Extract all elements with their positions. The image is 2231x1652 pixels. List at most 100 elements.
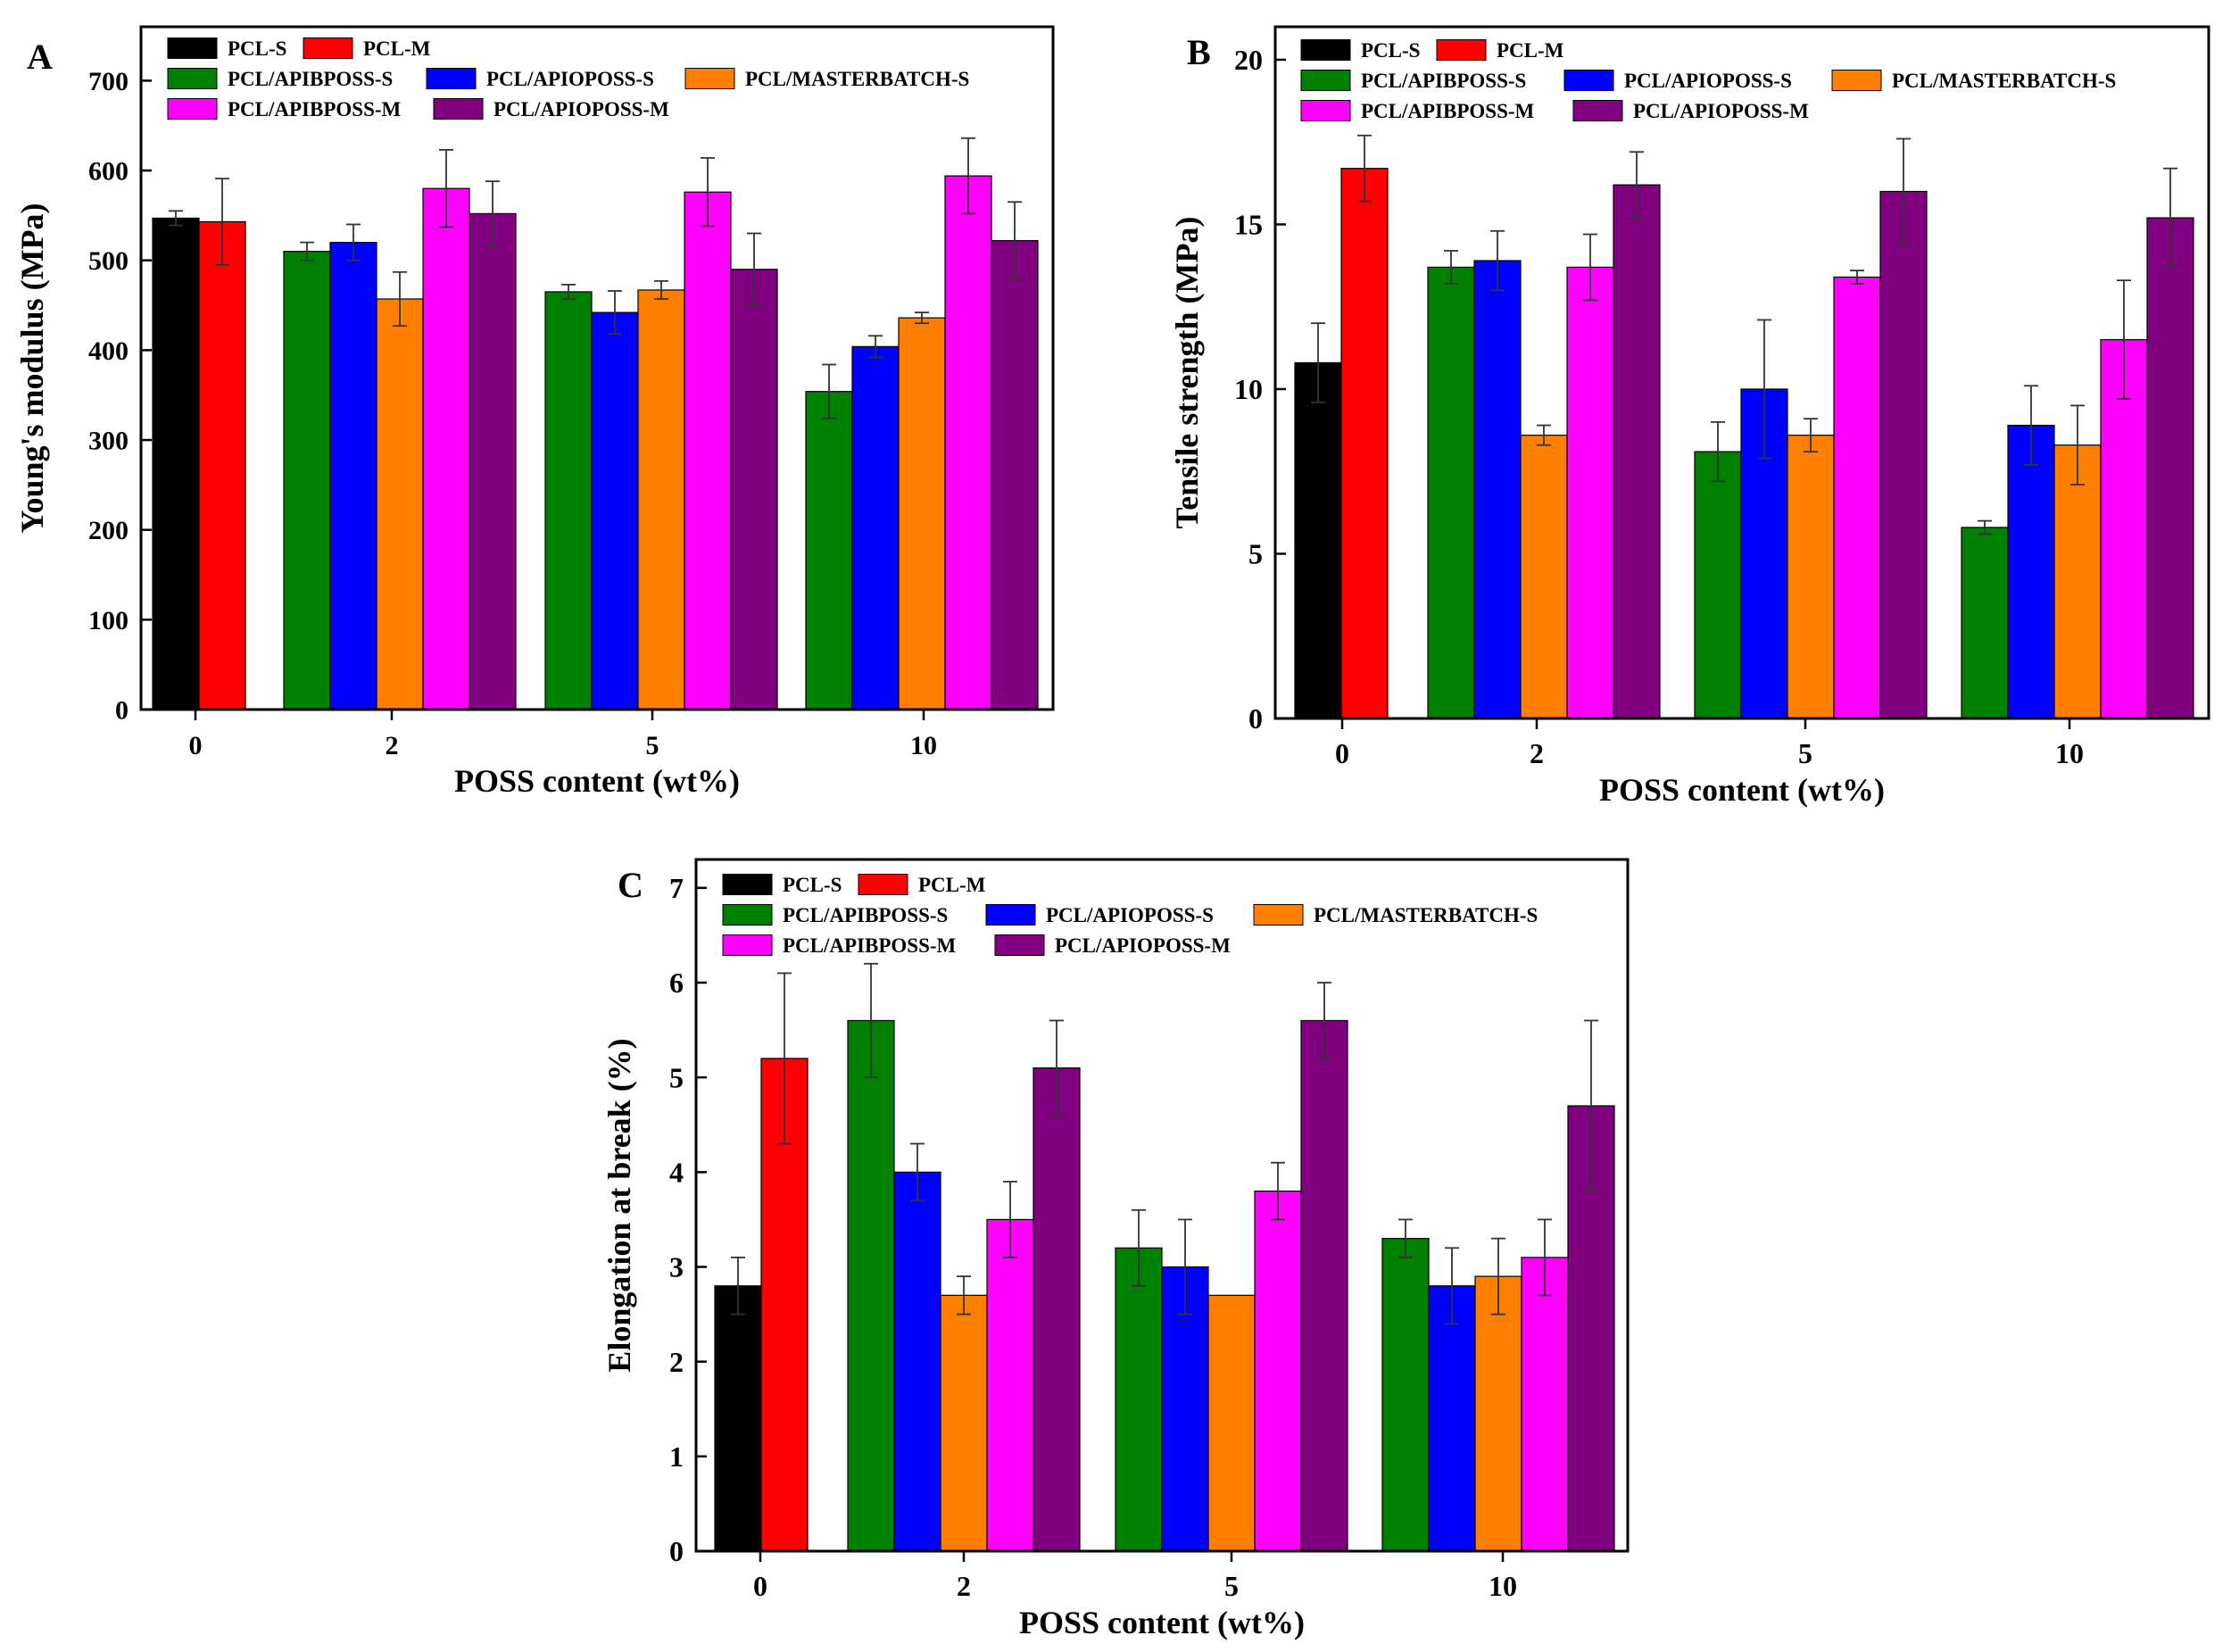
bar-b-pcl-apibposs-m-5 <box>1833 276 1881 719</box>
x-tick-label: 2 <box>957 1570 971 1602</box>
legend-swatch <box>167 68 218 89</box>
y-tick-label: 5 <box>669 1061 684 1093</box>
error-bar <box>608 290 622 336</box>
legend-label: PCL/APIBPOSS-S <box>783 904 948 926</box>
bar-a-pcl-apioposs-m-2 <box>469 212 517 710</box>
error-bar <box>1357 134 1372 203</box>
error-bar <box>747 232 761 306</box>
x-tick-label: 2 <box>1530 737 1544 769</box>
x-tick-label: 5 <box>1224 1570 1239 1602</box>
legend-label: PCL/MASTERBATCH-S <box>1314 904 1538 926</box>
error-bar <box>485 180 500 247</box>
error-bar <box>1583 233 1597 302</box>
legend: PCL-S PCL-M PCL/APIBPOSS-S PCL/APIOPOSS-S PC… <box>167 37 969 120</box>
legend-swatch <box>994 934 1045 956</box>
legend-label: PCL/MASTERBATCH-S <box>1892 70 2116 92</box>
legend-swatch <box>858 874 908 895</box>
error-bar <box>1317 982 1331 1059</box>
legend-label: PCL/APIOPOSS-M <box>493 98 669 120</box>
legend-entry: PCL/APIOPOSS-M <box>1572 100 1809 122</box>
bar-c-pcl-apioposs-m-2 <box>1033 1067 1081 1552</box>
error-bar <box>561 283 576 300</box>
error-bar <box>393 270 407 328</box>
y-axis-label: Elongation at break (%) <box>601 1038 637 1372</box>
error-bar <box>1491 1237 1505 1316</box>
legend-entry: PCL/MASTERBATCH-S <box>1253 904 1538 926</box>
legend-swatch <box>1300 39 1351 61</box>
legend-entry: PCL-M <box>858 874 986 896</box>
bar-c-pcl-apibposs-s-5 <box>1115 1247 1163 1552</box>
legend-entry: PCL/APIOPOSS-S <box>985 904 1214 926</box>
bar-b-pcl-apibposs-m-10 <box>2100 338 2148 719</box>
legend-swatch <box>167 98 218 120</box>
error-bar <box>864 962 878 1079</box>
bar-b-pcl-masterbatch-s-2 <box>1520 435 1568 719</box>
error-bar <box>1850 270 1864 285</box>
legend-label: PCL/APIOPOSS-S <box>1624 70 1792 92</box>
bar-c-pcl-apioposs-s-10 <box>1428 1285 1476 1552</box>
panel-label: A <box>27 37 53 77</box>
bar-b-pcl-masterbatch-s-5 <box>1787 435 1835 719</box>
legend-swatch <box>722 904 773 926</box>
legend-entry: PCL/APIBPOSS-M <box>1300 100 1535 122</box>
plot-frame <box>694 858 1630 1553</box>
legend-entry: PCL/APIBPOSS-S <box>1300 70 1526 92</box>
error-bar <box>1271 1161 1285 1221</box>
legend-entry: PCL/APIOPOSS-M <box>433 98 669 120</box>
legend-label: PCL-S <box>228 37 286 60</box>
y-tick-label: 1 <box>669 1440 684 1473</box>
error-bar <box>1538 1218 1552 1297</box>
y-tick-label: 500 <box>88 246 129 276</box>
error-bar <box>1711 420 1725 483</box>
legend-label: PCL/APIBPOSS-S <box>1361 70 1526 92</box>
plot-frame <box>139 25 1055 711</box>
error-bar <box>1178 1218 1192 1316</box>
bar-b-pcl-apioposs-s-10 <box>2007 424 2055 719</box>
legend-entry: PCL-S <box>722 874 842 896</box>
bar-b-pcl-apibposs-s-2 <box>1427 266 1475 719</box>
bar-a-pcl-m-0 <box>198 220 246 710</box>
legend-label: PCL-M <box>363 37 431 60</box>
chart-panel-c: 0 1 2 3 4 5 6 7 0 2 5 10 POSS content (wt%) Elongatio… <box>601 858 1630 1640</box>
error-bar <box>1311 322 1325 403</box>
error-bar <box>2163 167 2177 269</box>
x-tick-label: 0 <box>189 731 203 760</box>
error-bar <box>961 137 975 215</box>
chart-panel-b: 0 5 10 15 20 0 2 5 10 POSS content (wt%) Tensile s… <box>1169 25 2210 808</box>
error-bar <box>1132 1208 1146 1287</box>
legend-swatch <box>1831 70 1882 91</box>
legend-label: PCL/APIOPOSS-S <box>486 68 654 90</box>
error-bar <box>868 335 883 359</box>
x-tick-label: 10 <box>910 731 937 760</box>
legend-swatch <box>167 37 218 59</box>
bar-a-pcl-apibposs-m-5 <box>684 191 732 710</box>
legend-label: PCL/APIOPOSS-M <box>1633 100 1809 122</box>
legend-swatch <box>1300 100 1351 121</box>
x-tick-label: 10 <box>2055 737 2084 769</box>
legend-swatch <box>303 37 353 59</box>
legend-swatch <box>722 874 773 895</box>
legend-swatch <box>1572 100 1623 121</box>
y-tick-label: 2 <box>669 1346 684 1378</box>
error-bar <box>1978 519 1992 535</box>
bar-c-pcl-masterbatch-s-5 <box>1207 1294 1256 1552</box>
error-bar <box>2024 385 2038 466</box>
legend-entry: PCL/APIBPOSS-S <box>167 68 393 90</box>
legend-label: PCL-M <box>918 874 986 896</box>
bar-a-pcl-masterbatch-s-5 <box>637 289 685 710</box>
bar-b-pcl-apibposs-m-2 <box>1566 266 1614 719</box>
legend: PCL-S PCL-M PCL/APIBPOSS-S PCL/APIOPOSS-S PC… <box>722 874 1538 957</box>
legend-swatch <box>1300 70 1351 91</box>
y-tick-label: 300 <box>88 427 129 456</box>
y-tick-label: 6 <box>669 967 684 999</box>
legend-entry: PCL-S <box>167 37 286 60</box>
panel-label: B <box>1187 32 1211 72</box>
y-tick-label: 4 <box>669 1157 684 1189</box>
error-bar <box>1757 319 1771 460</box>
legend-swatch <box>684 68 735 89</box>
legend-swatch <box>722 934 773 956</box>
error-bar <box>1049 1019 1064 1117</box>
error-bar <box>2117 279 2131 400</box>
error-bar <box>915 311 929 325</box>
